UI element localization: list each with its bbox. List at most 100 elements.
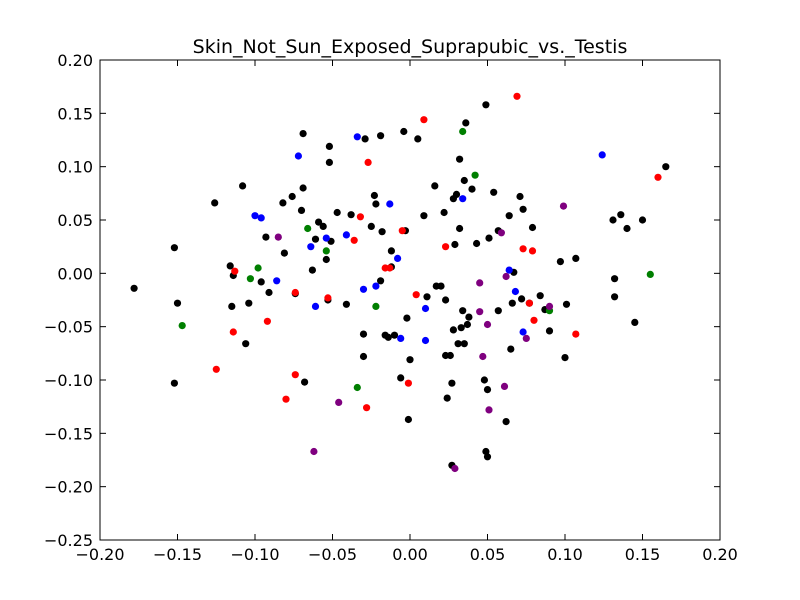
- data-point-red: [282, 395, 290, 403]
- data-point-blue: [421, 304, 430, 313]
- y-tick-label: −0.25: [44, 531, 93, 550]
- data-point-black: [423, 293, 431, 301]
- data-point-black: [454, 340, 462, 348]
- y-tick-label: 0.20: [57, 51, 93, 70]
- data-point-black: [562, 300, 571, 308]
- data-point-black: [173, 299, 182, 307]
- data-point-black: [452, 190, 461, 198]
- data-point-black: [482, 101, 490, 109]
- data-point-black: [257, 278, 265, 286]
- data-point-black: [440, 208, 448, 217]
- data-point-black: [367, 222, 375, 230]
- data-point-black: [319, 222, 327, 230]
- data-point-black: [333, 208, 341, 217]
- data-point-red: [291, 371, 299, 379]
- data-point-red: [350, 236, 358, 244]
- data-point-black: [226, 262, 234, 270]
- data-point-purple: [559, 202, 568, 210]
- data-point-black: [638, 216, 647, 224]
- data-point-black: [508, 299, 516, 307]
- data-point-blue: [459, 195, 467, 203]
- data-point-purple: [335, 398, 343, 406]
- data-point-black: [400, 127, 408, 136]
- data-point-blue: [273, 277, 281, 285]
- data-point-blue: [359, 285, 368, 293]
- data-point-black: [490, 188, 498, 196]
- data-point-red: [420, 116, 428, 124]
- data-point-green: [322, 247, 330, 255]
- y-tick-label: 0.00: [57, 264, 93, 283]
- data-point-black: [377, 132, 385, 140]
- data-point-black: [370, 191, 378, 200]
- x-tick-label: −0.10: [230, 545, 279, 564]
- data-point-black: [325, 142, 333, 150]
- data-point-black: [483, 386, 492, 394]
- data-point-black: [561, 354, 569, 362]
- data-point-black: [451, 240, 459, 249]
- data-point-black: [342, 300, 350, 308]
- y-axis-ticks: −0.25 −0.20 −0.15 −0.10 −0.05 0.00 0.05 0.10 0.1…: [44, 51, 720, 550]
- data-point-purple: [476, 308, 484, 316]
- data-point-purple: [497, 229, 505, 237]
- y-tick-label: −0.05: [44, 318, 93, 337]
- x-axis-ticks: −0.20 −0.15 −0.10 −0.05 0.00 0.05 0.10 0.15 0.20: [75, 60, 738, 564]
- data-point-red: [412, 291, 420, 299]
- data-point-black: [483, 453, 492, 461]
- points-layer: [130, 92, 670, 473]
- data-point-black: [242, 340, 250, 348]
- data-point-black: [359, 330, 368, 338]
- data-point-blue: [386, 200, 394, 208]
- data-point-black: [460, 340, 468, 348]
- data-point-green: [246, 275, 254, 283]
- x-tick-label: 0.00: [392, 545, 428, 564]
- data-point-black: [623, 224, 631, 233]
- data-point-black: [456, 155, 464, 163]
- data-point-red: [229, 328, 237, 336]
- y-tick-label: 0.05: [57, 211, 93, 230]
- data-point-blue: [519, 328, 527, 336]
- data-point-black: [437, 282, 445, 290]
- data-point-black: [448, 379, 456, 387]
- data-point-purple: [502, 272, 510, 281]
- data-point-purple: [522, 334, 530, 342]
- data-point-purple: [500, 382, 509, 390]
- data-point-green: [471, 171, 479, 179]
- data-point-black: [611, 293, 619, 301]
- data-point-black: [372, 200, 380, 208]
- data-point-green: [178, 322, 186, 330]
- x-tick-label: 0.15: [625, 545, 661, 564]
- x-tick-label: −0.15: [153, 545, 202, 564]
- data-point-blue: [322, 234, 330, 242]
- data-point-black: [377, 277, 385, 285]
- data-point-black: [449, 326, 457, 334]
- data-point-black: [505, 212, 513, 220]
- data-point-black: [502, 418, 510, 426]
- data-point-black: [519, 205, 527, 213]
- data-point-black: [459, 307, 467, 315]
- data-point-red: [291, 288, 299, 297]
- data-point-black: [431, 182, 439, 190]
- data-point-red: [513, 92, 521, 100]
- data-point-black: [463, 320, 471, 329]
- chart-title: Skin_Not_Sun_Exposed_Suprapubic_vs._Test…: [193, 36, 628, 58]
- y-tick-label: −0.10: [44, 371, 93, 390]
- data-point-black: [384, 333, 392, 341]
- data-point-red: [530, 316, 538, 324]
- data-point-blue: [505, 266, 513, 274]
- data-point-black: [397, 374, 405, 382]
- data-point-black: [211, 199, 219, 207]
- data-point-black: [299, 184, 307, 192]
- data-point-red: [263, 317, 271, 325]
- data-point-purple: [451, 464, 459, 473]
- data-point-green: [459, 127, 467, 136]
- data-point-red: [356, 213, 364, 221]
- data-point-green: [254, 264, 262, 272]
- data-point-black: [262, 233, 270, 241]
- data-point-black: [297, 206, 306, 214]
- data-point-black: [265, 288, 273, 297]
- data-point-black: [390, 331, 399, 339]
- data-point-black: [228, 302, 236, 310]
- y-tick-label: 0.10: [57, 158, 93, 177]
